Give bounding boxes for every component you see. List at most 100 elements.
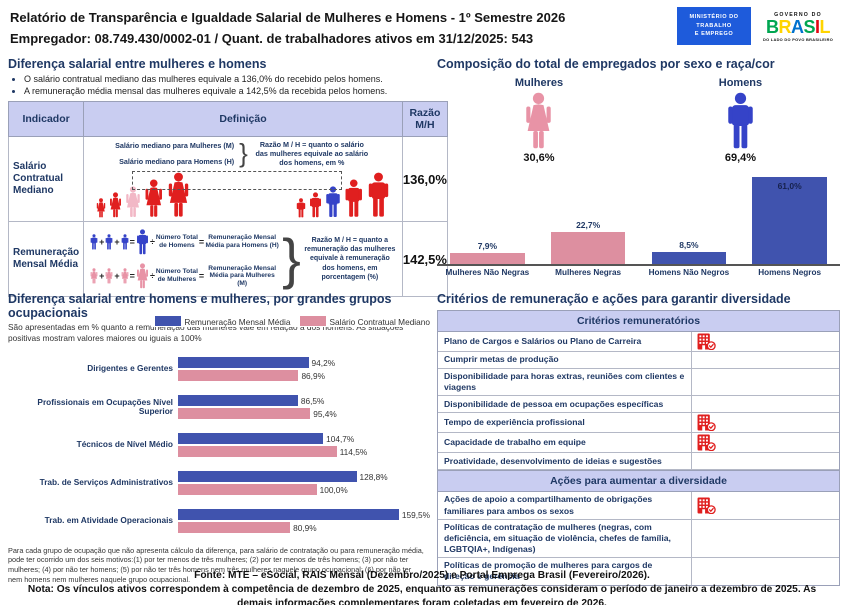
bar-value-label: 86,5% xyxy=(300,395,325,406)
bar-media xyxy=(178,471,357,483)
section-wage-gap: Diferença salarial entre mulheres e home… xyxy=(7,57,448,297)
female-icon xyxy=(90,268,98,284)
chart-legend: Remuneração Mensal Média Salário Contrat… xyxy=(151,316,430,327)
header-titles: Relatório de Transparência e Igualdade S… xyxy=(10,7,565,50)
indicator-name: Remuneração Mensal Média xyxy=(7,221,85,297)
report-footer: Fonte: MTE – eSocial, RAIS Mensal (Dezem… xyxy=(24,569,820,605)
male-icon-median xyxy=(325,186,341,218)
female-icon xyxy=(136,263,149,289)
criteria-row: Políticas de contratação de mulheres (ne… xyxy=(438,519,839,559)
male-icon xyxy=(344,179,364,218)
bar-media xyxy=(178,509,399,521)
report-header: Relatório de Transparência e Igualdade S… xyxy=(0,0,844,54)
female-icon xyxy=(109,192,122,218)
bar-value-label: 114,5% xyxy=(339,446,368,457)
bar-value-label: 94,2% xyxy=(311,357,336,368)
group-label: Técnicos de Nível Médio xyxy=(76,439,173,450)
women-label: Mulheres xyxy=(514,77,564,89)
men-average-label: Remuneração Mensal Média para Homens (H) xyxy=(205,234,279,249)
bar-mediano xyxy=(178,370,299,382)
wage-gap-title: Diferença salarial entre mulheres e home… xyxy=(8,57,267,71)
bar-value-label: 86,9% xyxy=(301,370,325,381)
company-check-icon xyxy=(697,414,716,431)
men-total-block: Homens 69,4% xyxy=(719,77,762,164)
bar-value-label: 80,9% xyxy=(293,522,317,533)
section-occupational: Diferença salarial entre homens e mulher… xyxy=(8,292,430,585)
bar-mediano xyxy=(178,408,311,420)
criteria-row: Ações de apoio a compartilhamento de obr… xyxy=(438,492,839,520)
women-total-block: Mulheres 30,6% xyxy=(515,77,563,164)
legend-swatch-blue xyxy=(155,316,182,326)
bar-women-black xyxy=(550,231,626,264)
criteria-section-header: Ações para aumentar a diversidade xyxy=(438,470,839,493)
group-label: Trab. de Serviços Administrativos xyxy=(39,477,173,488)
ratio-value: 136,0% xyxy=(401,136,448,222)
median-men-label: Salário mediano para Homens (H) xyxy=(119,157,235,166)
male-icon xyxy=(105,234,113,250)
women-average-formula: + + = ÷ Número Total de Mulheres = Remune… xyxy=(90,263,279,289)
male-icon xyxy=(136,229,149,255)
section-criteria: Critérios de remuneração e ações para ga… xyxy=(437,292,840,586)
company-check-icon xyxy=(697,434,716,451)
bar-column: 22,7% xyxy=(538,170,639,264)
ratio-explanation: Razão M / H = quanto o salário das mulhe… xyxy=(255,140,369,167)
bar-women-nonblack xyxy=(450,252,525,264)
bar-media xyxy=(178,395,298,407)
female-icon xyxy=(96,198,106,218)
category-label: Homens Negros xyxy=(758,268,822,277)
definition-cell: + + = ÷ Número Total de Homens = Remunera… xyxy=(83,221,403,297)
male-icon xyxy=(309,192,322,218)
median-pictogram xyxy=(88,170,398,218)
bar-mediano xyxy=(178,484,317,496)
bar-value-label: 159,5% xyxy=(401,509,430,520)
occupational-title: Diferença salarial entre homens e mulher… xyxy=(8,292,392,320)
occupation-group: Profissionais em Ocupações Nível Superio… xyxy=(8,394,430,421)
occupation-group: Trab. em Atividade Operacionais 159,5% 8… xyxy=(8,508,430,535)
group-label: Trab. em Atividade Operacionais xyxy=(44,515,173,526)
female-icon xyxy=(121,268,129,284)
company-check-icon xyxy=(697,497,716,514)
male-icon xyxy=(121,234,129,250)
composition-title: Composição do total de empregados por se… xyxy=(437,57,775,71)
criteria-row: Tempo de experiência profissional xyxy=(438,413,839,434)
mte-logo-line: MINISTÉRIO DO xyxy=(689,13,739,20)
col-header-definicao: Definição xyxy=(83,101,403,137)
bar-column: 7,9% xyxy=(437,170,538,264)
indicator-name: Salário Contratual Mediano xyxy=(7,136,85,222)
footer-source: Fonte: MTE – eSocial, RAIS Mensal (Dezem… xyxy=(194,570,650,581)
gov-logo-tagline: DO LADO DO POVO BRASILEIRO xyxy=(762,36,834,42)
table-row: Remuneração Mensal Média + + = ÷ Número … xyxy=(7,221,448,297)
criteria-row: Disponibilidade de pessoa em ocupações e… xyxy=(438,396,839,414)
bar-men-nonblack xyxy=(651,251,727,264)
bar-media xyxy=(178,357,309,369)
female-icon xyxy=(105,268,113,284)
bullet-item: O salário contratual mediano das mulhere… xyxy=(24,74,428,84)
category-label: Homens Não Negros xyxy=(648,268,730,277)
wage-gap-bullets: O salário contratual mediano das mulhere… xyxy=(24,74,428,96)
legend-swatch-pink xyxy=(300,316,327,326)
indicator-table: Indicador Definição Razão M/H Salário Co… xyxy=(7,101,448,297)
composition-chart-categories: Mulheres Não Negras Mulheres Negras Home… xyxy=(437,266,840,277)
table-header-row: Indicador Definição Razão M/H xyxy=(7,101,448,137)
bar-mediano xyxy=(178,522,291,534)
col-header-indicador: Indicador xyxy=(7,101,85,137)
criteria-row: Capacidade de trabalho em equipe xyxy=(438,433,839,454)
col-header-razao: Razão M/H xyxy=(401,101,448,137)
occupational-chart: Dirigentes e Gerentes 94,2% 86,9% Profis… xyxy=(8,356,430,535)
group-label: Profissionais em Ocupações Nível Superio… xyxy=(37,396,173,417)
bar-value-label: 95,4% xyxy=(313,408,337,419)
bar-value-label: 7,9% xyxy=(477,240,498,251)
company-check-icon xyxy=(697,333,716,350)
bar-value-label: 100,0% xyxy=(319,484,348,495)
criteria-section-header: Critérios remuneratórios xyxy=(438,311,839,332)
employer-line: Empregador: 08.749.430/0002-01 / Quant. … xyxy=(10,31,534,47)
female-icon xyxy=(524,92,553,150)
male-icon xyxy=(296,198,306,218)
criteria-row: Plano de Cargos e Salários ou Plano de C… xyxy=(438,332,839,352)
header-logos: MINISTÉRIO DO TRABALHO E EMPREGO GOVERNO… xyxy=(677,7,838,45)
bullet-item: A remuneração média mensal das mulheres … xyxy=(24,86,428,96)
mte-logo-line: E EMPREGO xyxy=(694,31,734,38)
ministry-labor-logo: MINISTÉRIO DO TRABALHO E EMPREGO xyxy=(677,7,751,45)
bar-value-label: 61,0% xyxy=(777,180,802,191)
criteria-table: Critérios remuneratórios Plano de Cargos… xyxy=(437,310,840,586)
